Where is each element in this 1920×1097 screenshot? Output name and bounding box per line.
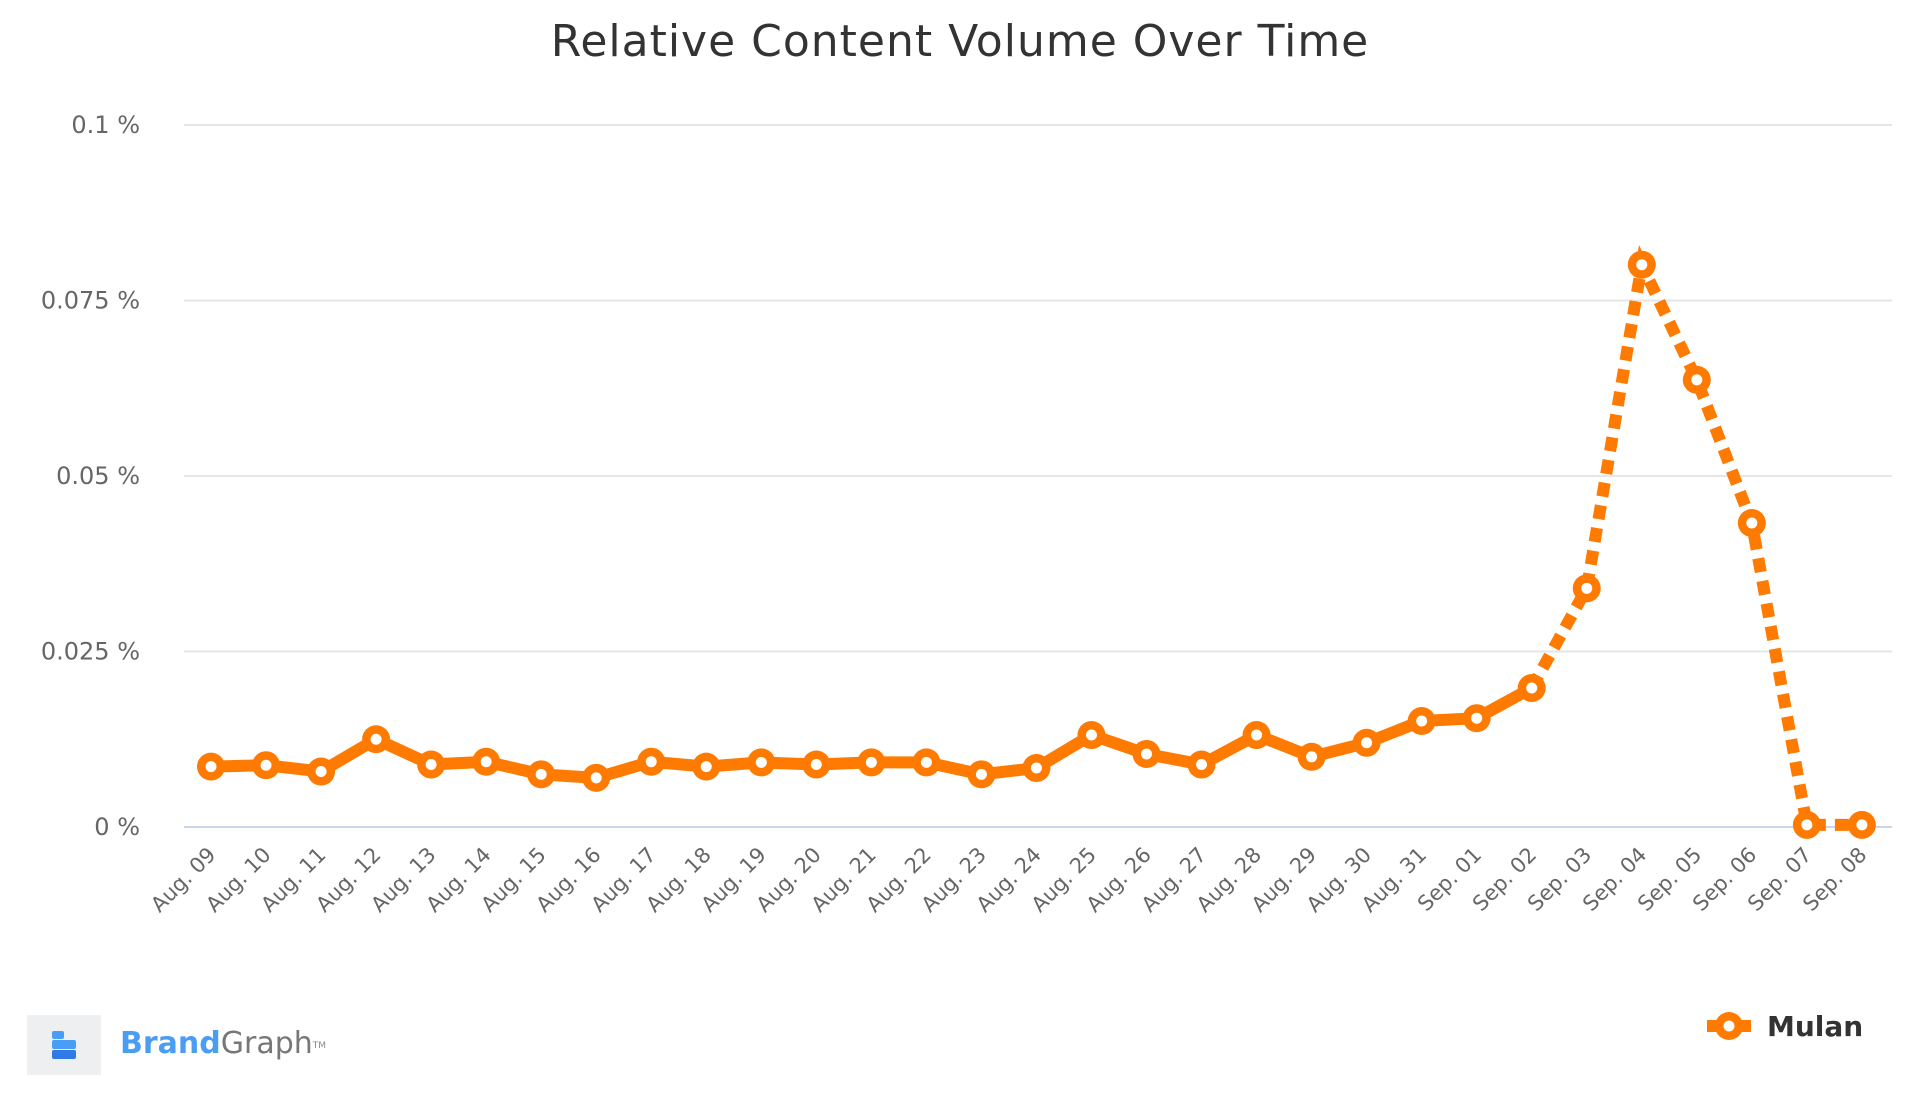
brandgraph-logo-icon [27,1015,101,1075]
marker-center [425,759,437,771]
marker-center [1361,737,1373,749]
marker-center [1251,729,1263,741]
marker-center [260,759,272,771]
data-point[interactable]: Aug. 18: 0.0086 % [692,752,721,781]
logo-graph-text: Graph [220,1026,313,1061]
logo-brand-text: Brand [120,1026,221,1061]
logo-bar-top [52,1031,64,1039]
marker-center [645,756,657,768]
data-point[interactable]: Sep. 02: 0.0198 % [1517,674,1546,703]
y-tick-label: 0.1 % [71,111,140,139]
marker-center [975,768,987,780]
data-point[interactable]: Aug. 30: 0.012 % [1352,728,1381,757]
marker-center [1746,517,1758,529]
data-point[interactable]: Aug. 24: 0.0084 % [1022,754,1051,783]
logo-bar-bottom [52,1050,76,1059]
data-point[interactable]: Sep. 01: 0.0155 % [1462,704,1491,733]
data-point[interactable]: Sep. 04: 0.0801 % [1627,250,1656,279]
data-point[interactable]: Aug. 25: 0.0131 % [1077,721,1106,750]
marker-center [1691,374,1703,386]
marker-center [810,759,822,771]
legend-label: Mulan [1767,1009,1864,1043]
y-tick-label: 0 % [94,813,140,841]
marker-center [755,756,767,768]
data-point[interactable]: Aug. 21: 0.0092 % [857,748,886,777]
marker-center [205,761,217,773]
marker-center [1581,582,1593,594]
y-axis-labels: 0 % 0.025 % 0.05 % 0.075 % 0.1 % [41,111,140,841]
data-point[interactable]: Sep. 08: 0.0003 % [1847,810,1876,839]
marker-center [1085,729,1097,741]
data-point[interactable]: Aug. 31: 0.0151 % [1407,706,1436,735]
data-point[interactable]: Aug. 22: 0.0092 % [912,748,941,777]
marker-center [370,733,382,745]
data-point[interactable]: Aug. 20: 0.0089 % [802,750,831,779]
data-point[interactable]: Aug. 26: 0.0104 % [1132,739,1161,768]
marker-center [920,756,932,768]
data-point[interactable]: Aug. 12: 0.0125 % [362,725,391,754]
data-point[interactable]: Aug. 15: 0.0075 % [527,760,556,789]
marker-center [1196,759,1208,771]
series-mulan[interactable]: Aug. 09: 0.0086 % Aug. 10: 0.0088 % Aug. 1… [197,245,1876,839]
data-point[interactable]: Aug. 27: 0.0089 % [1187,750,1216,779]
marker-center [1801,819,1813,831]
data-point[interactable]: Aug. 17: 0.0093 % [637,747,666,776]
data-point[interactable]: Sep. 07: 0.0003 % [1792,810,1821,839]
data-point[interactable]: Aug. 19: 0.0092 % [747,748,776,777]
logo-bar-middle [52,1040,76,1049]
brandgraph-logo: BrandGraphTM [120,1026,326,1062]
marker-center [1636,259,1648,271]
logo-tm-mark: TM [312,1041,327,1051]
marker-center [535,768,547,780]
marker-center [1030,762,1042,774]
marker-center [1306,751,1318,763]
marker-center [1856,819,1868,831]
marker-center [865,756,877,768]
grid-lines [184,124,1892,828]
marker-center [1526,682,1538,694]
data-point[interactable]: Aug. 29: 0.01 % [1297,742,1326,771]
data-point[interactable]: Aug. 13: 0.0089 % [417,750,446,779]
data-point[interactable]: Aug. 11: 0.0079 % [307,757,336,786]
chart-title: Relative Content Volume Over Time [550,16,1370,67]
marker-center [590,772,602,784]
data-point[interactable]: Aug. 28: 0.0131 % [1242,721,1271,750]
y-tick-label: 0.075 % [41,287,140,315]
data-point[interactable]: Aug. 14: 0.0093 % [472,747,501,776]
data-point[interactable]: Sep. 05: 0.0637 % [1682,365,1711,394]
data-point[interactable]: Aug. 10: 0.0088 % [252,751,281,780]
marker-center [700,761,712,773]
data-point[interactable]: Aug. 23: 0.0075 % [967,760,996,789]
marker-center [480,756,492,768]
data-point[interactable]: Sep. 03: 0.034 % [1572,574,1601,603]
line-circle-marker-icon [1707,1012,1751,1040]
marker-center [315,766,327,778]
marker-center [1141,748,1153,760]
data-point[interactable]: Sep. 06: 0.0433 % [1737,509,1766,538]
marker-center [1471,712,1483,724]
y-tick-label: 0.05 % [56,462,140,490]
data-point[interactable]: Aug. 09: 0.0086 % [197,752,225,781]
data-point[interactable]: Aug. 16: 0.007 % [582,763,611,792]
marker-center [1416,715,1428,727]
y-tick-label: 0.025 % [41,638,140,666]
series-line-dashed [1526,245,1862,831]
legend-item-mulan[interactable]: Mulan [1705,1006,1863,1046]
